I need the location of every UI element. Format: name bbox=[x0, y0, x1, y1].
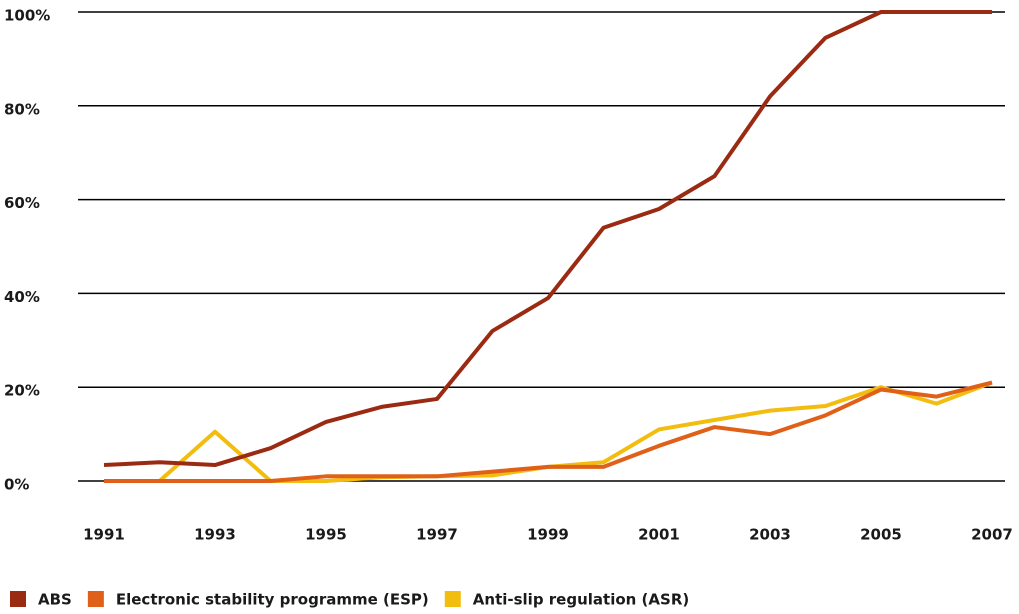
legend-swatch bbox=[444, 591, 461, 607]
x-tick-label: 2007 bbox=[971, 526, 1013, 544]
y-tick-label: 40% bbox=[4, 288, 40, 306]
x-tick-label: 1999 bbox=[527, 526, 569, 544]
x-tick-label: 1993 bbox=[194, 526, 236, 544]
legend-swatch bbox=[87, 591, 104, 607]
line-series bbox=[104, 380, 993, 483]
legend-label: ABS bbox=[38, 591, 72, 609]
x-tick-label: 2005 bbox=[860, 526, 902, 544]
x-tick-label: 1991 bbox=[83, 526, 125, 544]
y-tick-label: 20% bbox=[4, 382, 40, 400]
line-series bbox=[103, 10, 992, 468]
x-tick-label: 1995 bbox=[305, 526, 347, 544]
legend-label: Anti-slip regulation (ASR) bbox=[473, 591, 689, 609]
y-tick-label: 80% bbox=[4, 100, 40, 118]
x-tick-label: 1997 bbox=[416, 526, 458, 544]
legend-label: Electronic stability programme (ESP) bbox=[116, 591, 429, 609]
y-tick-label: 100% bbox=[4, 7, 50, 25]
x-tick-label: 2001 bbox=[638, 526, 680, 544]
y-tick-label: 60% bbox=[4, 194, 40, 212]
x-tick-label: 2003 bbox=[749, 526, 791, 544]
legend-swatch bbox=[10, 591, 26, 607]
y-tick-label: 0% bbox=[4, 476, 29, 494]
